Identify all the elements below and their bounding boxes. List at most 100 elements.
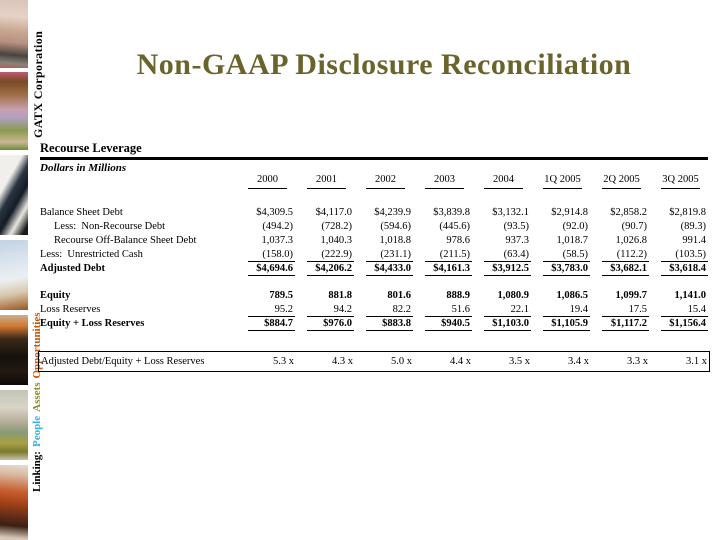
table-row: Loss Reserves 95.2 94.2 82.2 51.6 22.1 19.4 17… [40,303,708,317]
ratio-row: Adjusted Debt/Equity + Loss Reserves 5.3… [39,352,709,371]
column-header: 1Q 2005 [531,173,590,189]
table-cell: $2,819.8 [649,206,708,220]
table-cell: $883.8 [354,317,413,331]
cell-value: 991.4 [682,235,706,246]
section-header: Recourse Leverage Dollars in Millions [40,141,708,174]
cell-value: (231.1) [366,248,413,262]
linking-word-people: People [31,415,43,448]
table-cell: $4,694.6 [236,262,295,276]
row-label: Loss Reserves [40,304,101,315]
cell-value: $3,132.1 [492,207,529,218]
cell-value: (112.2) [602,248,649,262]
cell-value: $3,912.5 [484,262,531,276]
ratio-label: Adjusted Debt/Equity + Loss Reserves [41,356,205,367]
column-header-label: 2004 [484,173,523,189]
table-cell: $2,858.2 [590,206,649,220]
cell-value: 1,018.8 [379,235,412,246]
linking-tagline-vertical-label: Linking:PeopleAssetsOpportunities [31,313,43,493]
table-cell: 1,080.9 [472,289,531,303]
table-cell: $1,103.0 [472,317,531,331]
cell-value: 801.6 [387,290,411,301]
cell-value: $1,103.0 [484,317,531,331]
table-cell: (445.6) [413,220,472,234]
table-cell: $4,309.5 [236,206,295,220]
cell-value: 978.6 [446,235,470,246]
row-label: Adjusted Debt [40,263,106,274]
row-label: Equity [40,290,71,301]
table-cell: 1,141.0 [649,289,708,303]
cell-value: 1,080.9 [497,290,530,301]
table-cell: $1,117.2 [590,317,649,331]
table-row: Equity 789.5 881.8 801.6 888.9 1,080.9 1,086.… [40,289,708,303]
cell-value: 1,040.3 [320,235,353,246]
column-header: 2001 [295,173,354,189]
linking-word-assets: Assets [31,382,43,412]
table-cell: $4,117.0 [295,206,354,220]
column-header-label: 2000 [248,173,287,189]
row-label: Balance Sheet Debt [40,207,123,218]
ratio-cell: 4.3 x [296,355,355,368]
table-cell: 888.9 [413,289,472,303]
photo-segment [0,0,28,68]
table-cell: 1,037.3 [236,234,295,248]
cell-value: $2,858.2 [610,207,647,218]
photo-segment [0,72,28,150]
cell-value: (211.5) [425,248,472,262]
cell-value: 881.8 [328,290,352,301]
cell-value: 95.2 [248,303,295,317]
table-cell: $3,912.5 [472,262,531,276]
cell-value: (92.0) [562,221,588,232]
table-cell: (112.2) [590,248,649,262]
table-cell: (222.9) [295,248,354,262]
table-cell: 1,026.8 [590,234,649,248]
cell-value: $3,839.8 [433,207,470,218]
table-cell: (89.3) [649,220,708,234]
cell-value: 82.2 [366,303,413,317]
table-cell: 1,086.5 [531,289,590,303]
cell-value: 888.9 [446,290,470,301]
photo-segment [0,240,28,310]
cell-value: $940.5 [425,317,472,331]
row-label: Less: Non-Recourse Debt [54,221,166,232]
table-cell: (158.0) [236,248,295,262]
cell-value: $1,156.4 [661,317,708,331]
cell-value: (728.2) [321,221,352,232]
column-header-label: 2Q 2005 [602,173,641,189]
table-cell: 978.6 [413,234,472,248]
table-cell: $1,105.9 [531,317,590,331]
table-cell: $884.7 [236,317,295,331]
table-cell: $3,682.1 [590,262,649,276]
table-cell: 937.3 [472,234,531,248]
table-row: Less: Unrestricted Cash (158.0) (222.9) (2… [40,248,708,262]
table-cell: (63.4) [472,248,531,262]
slide-title: Non-GAAP Disclosure Reconciliation [136,48,632,81]
ratio-cell: 4.4 x [414,355,473,368]
photo-strip [0,0,28,540]
section-subheading: Dollars in Millions [40,162,127,174]
column-header: 2Q 2005 [590,173,649,189]
cell-value: $4,433.0 [366,262,413,276]
table-cell: $4,161.3 [413,262,472,276]
cell-value: $4,694.6 [248,262,295,276]
cell-value: 789.5 [269,290,293,301]
table-cell: (728.2) [295,220,354,234]
cell-value: (93.5) [503,221,529,232]
gatx-corporation-vertical-label: GATX Corporation [31,30,45,138]
ratio-value: 5.0 x [391,356,412,367]
ratio-value: 4.4 x [450,356,471,367]
column-header: 2004 [472,173,531,189]
cell-value: $884.7 [248,317,295,331]
cell-value: (58.5) [543,248,590,262]
column-header-label: 3Q 2005 [661,173,700,189]
cell-value: (89.3) [680,221,706,232]
column-header-label: 2002 [366,173,405,189]
table-cell: $940.5 [413,317,472,331]
reconciliation-table: 2000 2001 2002 2003 2004 1Q 2005 2Q 2005 3Q 200… [40,173,708,331]
ratio-value: 3.3 x [627,356,648,367]
cell-value: (222.9) [307,248,354,262]
table-cell: 801.6 [354,289,413,303]
table-cell: (58.5) [531,248,590,262]
cell-value: $1,105.9 [543,317,590,331]
table-cell: (594.6) [354,220,413,234]
